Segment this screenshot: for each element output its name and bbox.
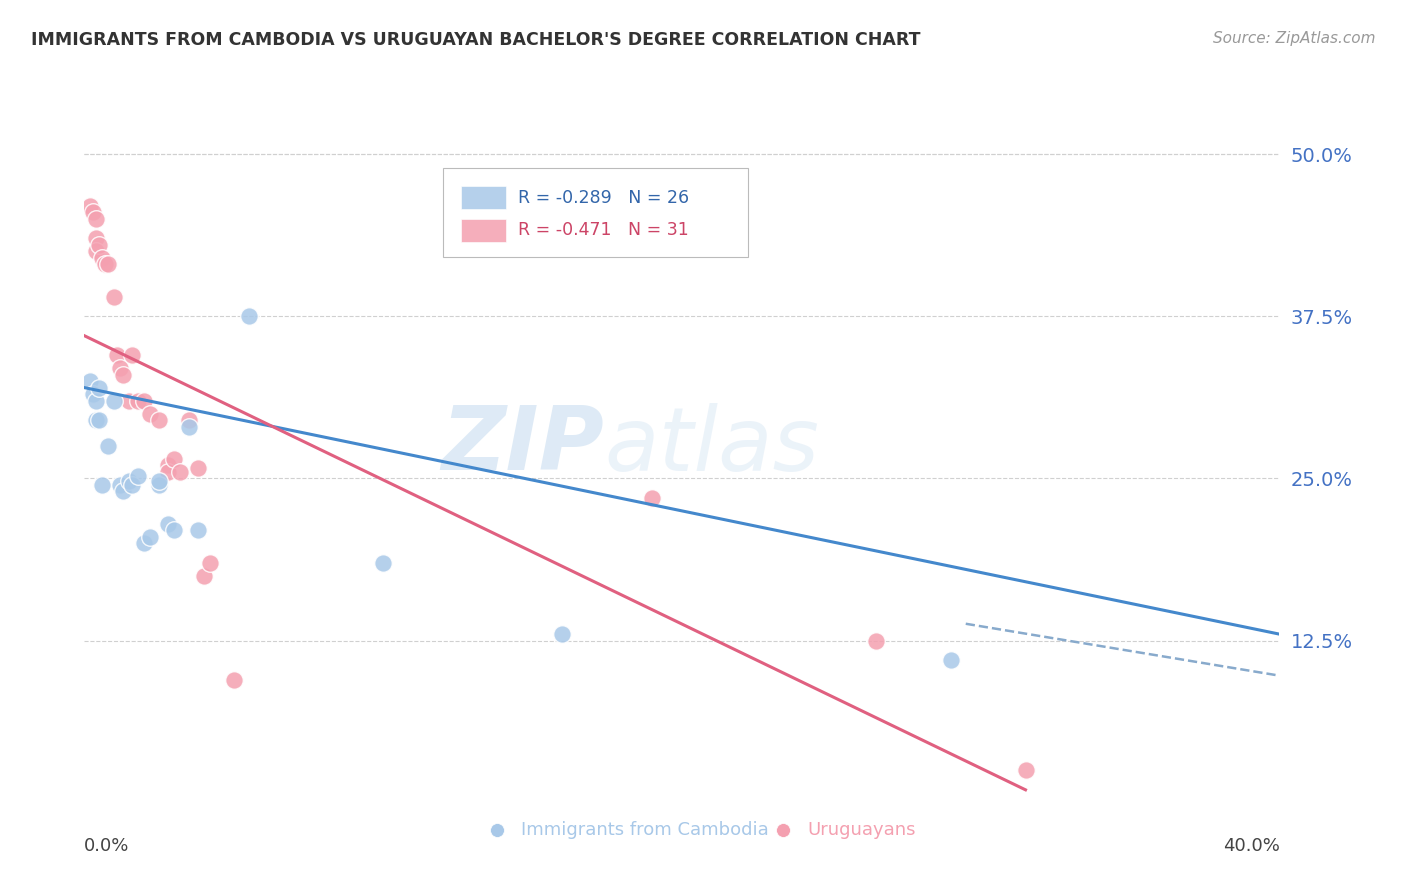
- Point: [89, 238, 111, 252]
- Point: [177, 419, 200, 434]
- Text: IMMIGRANTS FROM CAMBODIA VS URUGUAYAN BACHELOR'S DEGREE CORRELATION CHART: IMMIGRANTS FROM CAMBODIA VS URUGUAYAN BA…: [31, 31, 921, 49]
- FancyBboxPatch shape: [461, 186, 506, 209]
- Point: [94, 257, 117, 271]
- Point: [103, 393, 125, 408]
- Text: 40.0%: 40.0%: [1223, 837, 1279, 855]
- Point: [118, 474, 141, 488]
- Point: [177, 413, 200, 427]
- Point: [169, 465, 191, 479]
- Point: [121, 478, 143, 492]
- Point: [939, 653, 962, 667]
- Point: [79, 199, 101, 213]
- Point: [148, 474, 170, 488]
- Point: [86, 231, 108, 245]
- Point: [187, 524, 209, 538]
- Point: [97, 257, 120, 271]
- Point: [157, 458, 180, 473]
- Point: [865, 633, 887, 648]
- Text: atlas: atlas: [605, 403, 820, 489]
- Point: [110, 361, 132, 376]
- Point: [198, 556, 221, 570]
- Point: [193, 568, 215, 582]
- Point: [238, 310, 260, 324]
- FancyBboxPatch shape: [461, 219, 506, 242]
- Text: R = -0.289   N = 26: R = -0.289 N = 26: [519, 188, 689, 207]
- Point: [148, 478, 170, 492]
- Point: [86, 211, 108, 226]
- Point: [551, 627, 574, 641]
- Point: [127, 468, 149, 483]
- Point: [89, 413, 111, 427]
- Point: [163, 452, 186, 467]
- Text: ZIP: ZIP: [441, 402, 605, 490]
- Point: [373, 556, 395, 570]
- Point: [105, 348, 128, 362]
- FancyBboxPatch shape: [443, 168, 748, 257]
- Point: [139, 530, 162, 544]
- Point: [89, 381, 111, 395]
- Text: Source: ZipAtlas.com: Source: ZipAtlas.com: [1212, 31, 1375, 46]
- Point: [157, 465, 180, 479]
- Point: [132, 536, 156, 550]
- Point: [91, 478, 114, 492]
- Point: [86, 393, 108, 408]
- Point: [112, 484, 135, 499]
- Point: [110, 478, 132, 492]
- Point: [121, 348, 143, 362]
- Point: [127, 393, 149, 408]
- Point: [86, 413, 108, 427]
- Point: [148, 413, 170, 427]
- Point: [139, 407, 162, 421]
- Point: [641, 491, 664, 505]
- Point: [86, 244, 108, 259]
- Point: [82, 205, 104, 219]
- Point: [132, 393, 156, 408]
- Point: [112, 368, 135, 382]
- Text: Uruguayans: Uruguayans: [807, 821, 915, 838]
- Text: 0.0%: 0.0%: [84, 837, 129, 855]
- Point: [163, 524, 186, 538]
- Point: [187, 461, 209, 475]
- Point: [103, 290, 125, 304]
- Point: [222, 673, 245, 687]
- Point: [97, 439, 120, 453]
- Point: [1014, 764, 1036, 778]
- Point: [79, 374, 101, 388]
- Point: [157, 516, 180, 531]
- Text: R = -0.471   N = 31: R = -0.471 N = 31: [519, 221, 689, 239]
- Point: [82, 387, 104, 401]
- Text: Immigrants from Cambodia: Immigrants from Cambodia: [520, 821, 768, 838]
- Point: [91, 251, 114, 265]
- Point: [118, 393, 141, 408]
